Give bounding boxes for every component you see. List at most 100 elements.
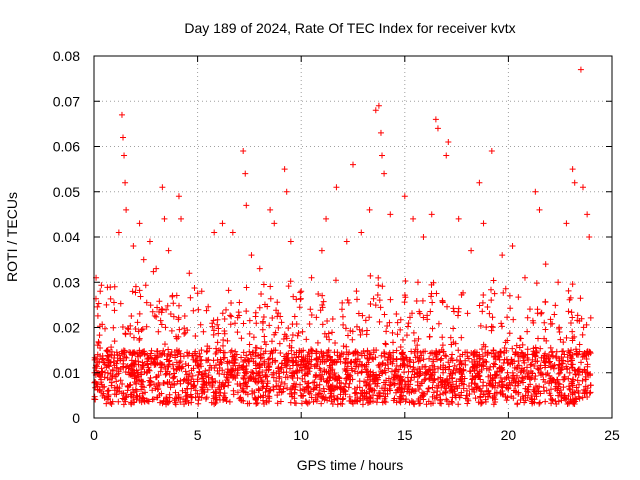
- data-point: [99, 384, 106, 391]
- data-point: [320, 385, 327, 392]
- data-point: [549, 353, 556, 360]
- data-point: [531, 376, 538, 383]
- data-point: [412, 354, 419, 361]
- data-point: [437, 397, 444, 404]
- data-point: [108, 379, 115, 386]
- data-point: [244, 383, 251, 390]
- data-point: [206, 345, 213, 352]
- data-point: [320, 394, 327, 401]
- data-point: [105, 395, 112, 402]
- data-point: [452, 340, 459, 347]
- data-point: [525, 383, 532, 390]
- data-point: [372, 302, 379, 309]
- data-point: [204, 386, 211, 393]
- data-point: [156, 381, 163, 388]
- data-point: [536, 206, 543, 213]
- data-point: [372, 107, 379, 114]
- data-point: [422, 369, 429, 376]
- data-point: [420, 234, 427, 240]
- data-point: [538, 309, 545, 316]
- data-point: [308, 350, 315, 357]
- data-point: [297, 387, 304, 394]
- data-point: [210, 327, 217, 334]
- data-point: [366, 314, 373, 321]
- data-point: [166, 361, 173, 368]
- data-point: [315, 290, 322, 297]
- data-point: [157, 359, 164, 366]
- data-point: [153, 373, 160, 380]
- data-point: [497, 349, 504, 356]
- data-point: [288, 372, 295, 379]
- data-point: [346, 349, 353, 356]
- data-point: [512, 351, 519, 358]
- data-point: [366, 354, 373, 361]
- data-point: [127, 322, 134, 329]
- data-point: [182, 398, 189, 405]
- data-point: [382, 341, 389, 348]
- data-point: [382, 399, 389, 406]
- data-point: [359, 328, 366, 335]
- data-point: [502, 285, 509, 292]
- data-point: [212, 378, 219, 385]
- data-point: [115, 398, 122, 405]
- data-point: [92, 364, 99, 371]
- data-point: [325, 349, 332, 356]
- data-point: [524, 346, 531, 353]
- data-point: [131, 349, 138, 356]
- data-point: [155, 328, 162, 335]
- data-point: [500, 360, 507, 367]
- data-point: [430, 356, 437, 363]
- data-point: [150, 268, 157, 275]
- data-point: [313, 314, 320, 321]
- data-point: [130, 367, 137, 374]
- data-point: [136, 310, 143, 317]
- data-point: [323, 215, 330, 222]
- data-point: [107, 358, 114, 365]
- data-point: [569, 166, 576, 173]
- data-point: [234, 372, 241, 379]
- data-point: [397, 326, 404, 333]
- data-point: [240, 376, 247, 383]
- data-point: [300, 358, 307, 365]
- data-point: [382, 393, 389, 400]
- data-point: [344, 332, 351, 339]
- data-point: [498, 323, 505, 330]
- data-point: [449, 351, 456, 358]
- data-point: [103, 301, 110, 308]
- data-point: [288, 344, 295, 351]
- data-point: [98, 356, 105, 363]
- data-point: [170, 374, 177, 381]
- data-point: [249, 369, 256, 376]
- data-point: [466, 391, 473, 398]
- data-point: [420, 348, 427, 355]
- data-point: [162, 365, 169, 372]
- data-point: [203, 307, 210, 314]
- data-point: [541, 319, 548, 326]
- data-point: [582, 376, 589, 383]
- data-point: [376, 318, 383, 325]
- data-point: [397, 355, 404, 362]
- data-point: [103, 364, 110, 371]
- data-point: [144, 352, 151, 359]
- data-point: [275, 310, 282, 317]
- data-point: [518, 349, 525, 356]
- data-point: [267, 206, 274, 213]
- data-point: [488, 323, 495, 330]
- data-point: [132, 289, 139, 296]
- data-point: [267, 283, 274, 290]
- data-point: [181, 313, 188, 320]
- data-point: [113, 385, 120, 392]
- data-point: [435, 320, 442, 327]
- data-point: [455, 215, 462, 222]
- data-point: [472, 360, 479, 367]
- data-point: [272, 329, 279, 336]
- data-point: [584, 394, 591, 401]
- data-point: [422, 376, 429, 383]
- data-point: [394, 375, 401, 382]
- data-point: [259, 384, 266, 391]
- data-point: [384, 361, 391, 368]
- data-point: [302, 355, 309, 362]
- data-point: [586, 234, 593, 240]
- data-point: [429, 384, 436, 391]
- data-point: [167, 311, 174, 318]
